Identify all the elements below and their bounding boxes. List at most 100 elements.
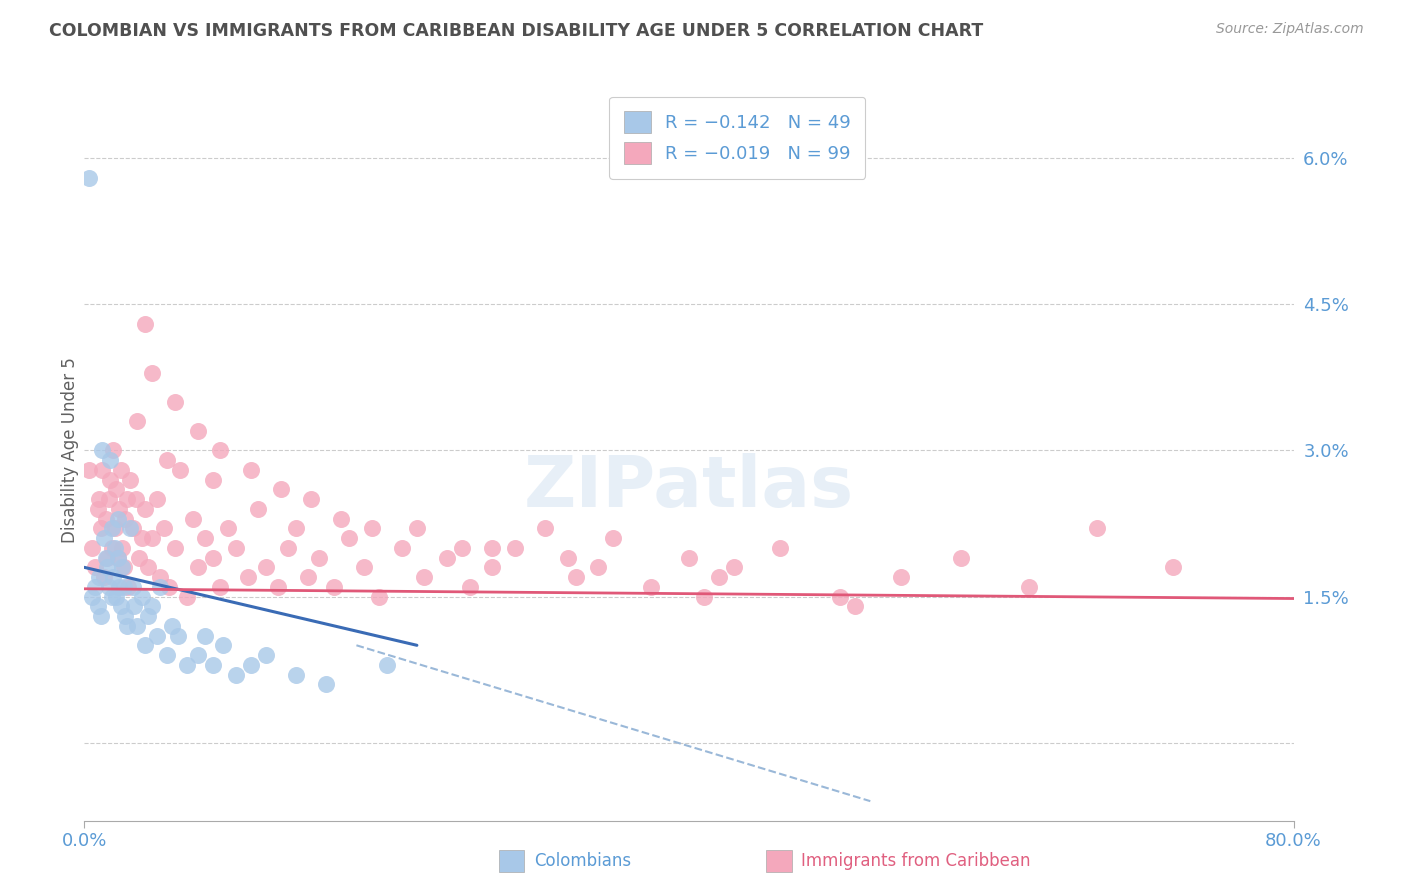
Point [115,492,138,507]
Point [830,590,852,604]
Text: COLOMBIAN VS IMMIGRANTS FROM CARIBBEAN DISABILITY AGE UNDER 5 CORRELATION CHART: COLOMBIAN VS IMMIGRANTS FROM CARIBBEAN D… [49,22,983,40]
Point [87,502,110,516]
Point [330,511,353,525]
Point [80,590,103,604]
Text: Colombians: Colombians [534,852,631,870]
Point [94,511,117,525]
Point [136,560,159,574]
Point [121,580,143,594]
Point [149,570,172,584]
Point [201,550,224,565]
Point [247,502,270,516]
Point [118,473,141,487]
Point [217,521,239,535]
Point [157,580,180,594]
Point [723,560,745,574]
Point [105,590,128,604]
Point [187,560,209,574]
Point [225,667,247,681]
Point [160,619,183,633]
Point [77,170,100,185]
Point [98,473,121,487]
Point [308,550,330,565]
Point [118,521,141,535]
Point [640,580,662,594]
Point [136,609,159,624]
Point [557,550,579,565]
Point [375,657,398,672]
Point [201,657,224,672]
Point [194,629,217,643]
Point [84,560,107,574]
Point [391,541,413,555]
Point [337,531,360,545]
Point [96,550,118,565]
Point [1018,580,1040,594]
Point [236,570,259,584]
Point [89,570,111,584]
Point [100,521,122,535]
Point [90,521,112,535]
Point [93,570,115,584]
Point [156,453,179,467]
Point [117,580,139,594]
Point [87,599,110,614]
Point [209,443,232,458]
Point [89,492,111,507]
Point [128,550,150,565]
Point [91,443,114,458]
Point [451,541,474,555]
Point [322,580,344,594]
Point [100,590,122,604]
Point [1161,560,1184,574]
Point [91,463,114,477]
Point [277,541,299,555]
Point [107,550,129,565]
Point [481,560,503,574]
Point [176,590,198,604]
Point [1085,521,1108,535]
Point [270,483,292,497]
Point [101,443,124,458]
Point [122,599,145,614]
Point [194,531,217,545]
Point [111,541,134,555]
Point [108,580,131,594]
Point [134,502,156,516]
Point [141,531,163,545]
Point [503,541,526,555]
Point [169,463,191,477]
Point [239,463,262,477]
Point [108,502,131,516]
Point [709,570,731,584]
Point [121,521,143,535]
Point [114,609,136,624]
Point [131,590,153,604]
Point [844,599,866,614]
Point [254,648,277,662]
Point [153,521,176,535]
Point [769,541,792,555]
Point [267,580,290,594]
Point [111,560,134,574]
Point [141,366,163,380]
Point [167,629,190,643]
Point [165,541,187,555]
Point [107,550,129,565]
Point [413,570,436,584]
Point [97,492,120,507]
Point [141,599,163,614]
Point [564,570,586,584]
Point [110,599,132,614]
Point [104,541,127,555]
Point [165,394,187,409]
Point [127,619,149,633]
Point [254,560,277,574]
Point [315,677,337,691]
Point [181,511,204,525]
Legend: R = −0.142   N = 49, R = −0.019   N = 99: R = −0.142 N = 49, R = −0.019 N = 99 [609,96,865,178]
Point [80,541,103,555]
Y-axis label: Disability Age Under 5: Disability Age Under 5 [62,358,80,543]
Point [97,580,120,594]
Point [285,667,308,681]
